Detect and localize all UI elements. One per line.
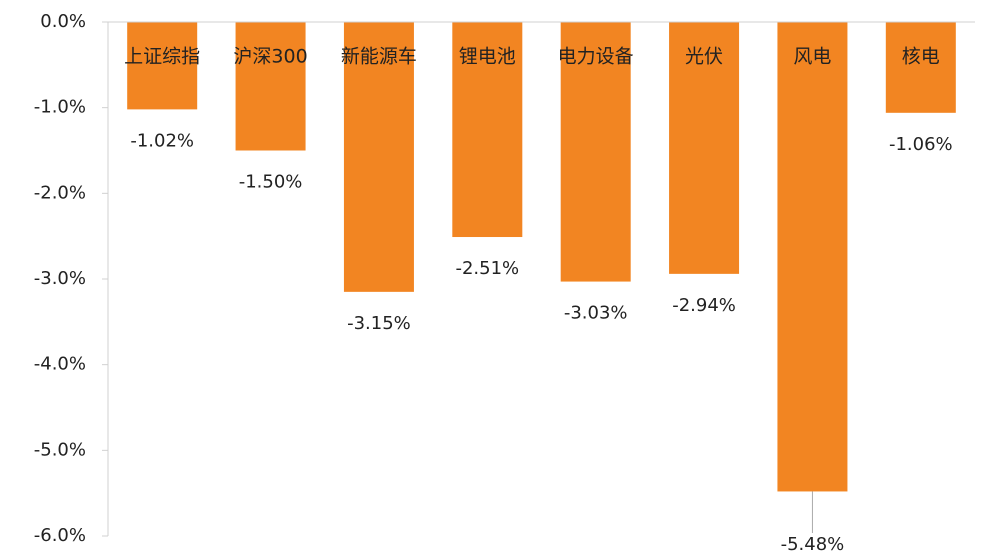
y-tick-label: -4.0% (34, 354, 86, 375)
category-label: 上证综指 (124, 46, 200, 68)
y-tick-label: -2.0% (34, 182, 86, 203)
bar (560, 22, 631, 282)
value-label: -2.94% (672, 295, 736, 316)
y-tick-label: -1.0% (34, 97, 86, 118)
y-tick-label: -5.0% (34, 439, 86, 460)
value-label: -2.51% (455, 258, 519, 279)
category-label: 新能源车 (341, 46, 417, 68)
y-tick-label: -6.0% (34, 525, 86, 546)
category-label: 电力设备 (558, 46, 634, 68)
bar (452, 22, 523, 238)
bar (777, 22, 848, 492)
value-label: -5.48% (781, 534, 845, 555)
bar (669, 22, 740, 274)
y-tick-label: -3.0% (34, 268, 86, 289)
bar (343, 22, 414, 292)
value-label: -3.03% (564, 303, 628, 324)
value-label: -1.06% (889, 134, 953, 155)
bar (885, 22, 956, 113)
category-label: 沪深300 (233, 46, 307, 68)
bar (235, 22, 306, 151)
y-tick-label: 0.0% (40, 11, 86, 32)
value-label: -3.15% (347, 313, 411, 334)
bar (127, 22, 198, 110)
category-label: 光伏 (685, 46, 723, 68)
category-label: 核电 (902, 46, 940, 68)
category-label: 风电 (793, 46, 831, 68)
value-label: -1.50% (239, 172, 303, 193)
value-label: -1.02% (130, 130, 194, 151)
category-label: 锂电池 (459, 46, 516, 68)
